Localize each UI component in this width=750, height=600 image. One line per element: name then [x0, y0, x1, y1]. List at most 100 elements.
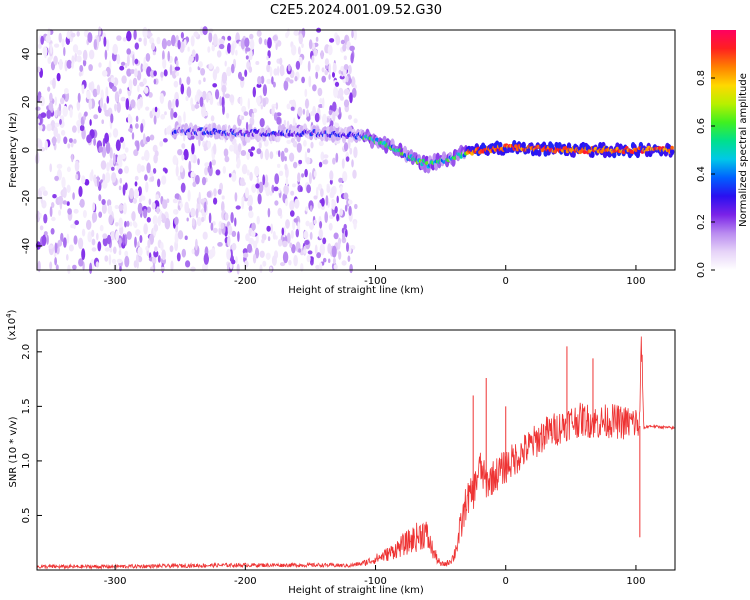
spectrogram-noise-mark: [224, 155, 230, 163]
spectrogram-noise-mark: [278, 150, 281, 158]
spectrogram-noise-mark: [56, 163, 63, 169]
spectrogram-noise-mark: [307, 60, 311, 72]
spectrogram-noise-mark: [266, 225, 271, 232]
spectrogram-noise-mark: [289, 152, 295, 162]
spectrogram-noise-mark: [105, 172, 111, 183]
spectrogram-noise-mark: [89, 119, 92, 126]
spectrogram-noise-mark: [340, 39, 345, 45]
spectrogram-noise-mark: [345, 156, 350, 162]
spectrogram-noise-mark: [120, 61, 126, 66]
spectrogram-noise-mark: [240, 38, 246, 50]
spectrogram-noise-mark: [328, 258, 331, 264]
spectrogram-noise-mark: [134, 236, 137, 248]
spectrogram-noise-mark: [293, 254, 298, 267]
spectrogram-ytick-label: -40: [21, 238, 32, 254]
spectrogram-noise-mark: [74, 160, 80, 172]
spectrogram-noise-mark: [124, 182, 128, 191]
spectrogram-noise-mark: [201, 176, 207, 186]
spectrogram-noise-mark: [332, 71, 335, 78]
spectrogram-noise-mark: [103, 36, 107, 47]
spectrogram-noise-mark: [260, 75, 265, 85]
spectrogram-noise-mark: [142, 26, 148, 39]
spectrogram-noise-mark: [248, 205, 253, 212]
spectrogram-noise-mark: [101, 180, 108, 189]
spectrogram-noise-mark: [153, 70, 157, 77]
spectrogram-noise-mark: [211, 159, 216, 166]
spectrogram-noise-mark: [309, 222, 314, 230]
snr-frame: [36, 329, 676, 571]
spectrogram-noise-mark: [108, 132, 112, 138]
spectrogram-noise-mark: [132, 77, 138, 87]
spectrogram-noise-mark: [256, 30, 262, 37]
spectrogram-noise-mark: [118, 185, 122, 191]
spectrogram-noise-mark: [124, 63, 128, 68]
spectrogram-noise-mark: [270, 223, 274, 234]
spectrogram-noise-mark: [212, 221, 216, 226]
spectrogram-noise-mark: [183, 111, 186, 123]
spectrogram-noise-mark: [52, 194, 57, 199]
spectrogram-noise-mark: [331, 199, 337, 210]
spectrogram-noise-mark: [243, 252, 249, 258]
spectrogram-noise-mark: [235, 49, 238, 56]
spectrogram-noise-mark: [231, 172, 237, 182]
spectrogram-noise-mark: [252, 86, 256, 98]
spectrogram-noise-mark: [229, 94, 235, 103]
spectrogram-noise-mark: [86, 134, 92, 144]
spectrogram-noise-mark: [345, 75, 349, 83]
spectrogram-noise-mark: [49, 163, 52, 173]
snr-xtick-label: 0: [503, 576, 509, 587]
spectrogram-noise-mark: [198, 191, 201, 204]
spectrogram-noise-mark: [226, 66, 232, 77]
spectrogram-noise-mark: [164, 217, 171, 230]
spectrogram-noise-mark: [320, 188, 324, 198]
spectrogram-noise-mark: [212, 227, 218, 234]
spectrogram-noise-mark: [264, 148, 270, 161]
spectrogram-noise-mark: [176, 60, 179, 67]
spectrogram-ytick-label: 0: [21, 147, 32, 153]
spectrogram-noise-mark: [126, 231, 132, 240]
spectrogram-noise-mark: [58, 209, 62, 216]
spectrogram-noise-mark: [322, 237, 327, 245]
spectrogram-noise-mark: [62, 200, 68, 205]
spectrogram-noise-mark: [279, 57, 283, 65]
spectrogram-noise-mark: [50, 43, 53, 55]
spectrogram-noise-mark: [76, 100, 81, 112]
spectrogram-noise-mark: [277, 207, 283, 217]
spectrogram-noise-mark: [93, 114, 99, 120]
spectrogram-noise-mark: [351, 159, 354, 168]
spectrogram-noise-mark: [272, 230, 276, 240]
spectrogram-noise-mark: [195, 238, 198, 251]
snr-multiplier: (x104): [5, 309, 18, 340]
spectrogram-noise-mark: [139, 197, 142, 203]
spectrogram-noise-mark: [290, 106, 295, 111]
spectrogram-noise-mark: [54, 242, 58, 254]
spectrogram-noise-mark: [307, 148, 311, 153]
spectrogram-ridge-core: [670, 145, 674, 150]
colorbar-tick-label: 0.6: [696, 118, 707, 134]
spectrogram-noise-mark: [231, 259, 236, 265]
spectrogram-noise-mark: [151, 42, 155, 51]
spectrogram-noise-mark: [104, 132, 109, 144]
spectrogram-noise-mark: [265, 252, 271, 260]
spectrogram-noise-mark: [133, 260, 137, 268]
spectrogram-noise-mark: [198, 61, 203, 68]
spectrogram-noise-mark: [274, 173, 280, 185]
spectrogram-noise-mark: [319, 243, 325, 256]
spectrogram-noise-mark: [276, 116, 282, 125]
spectrogram-noise-mark: [187, 46, 190, 52]
spectrogram-noise-mark: [91, 247, 97, 252]
spectrogram-noise-mark: [118, 237, 122, 248]
spectrogram-noise-mark: [124, 165, 129, 174]
spectrogram-noise-mark: [112, 43, 118, 55]
spectrogram-noise-mark: [73, 208, 79, 214]
spectrogram-noise-mark: [102, 237, 108, 247]
spectrogram-noise-mark: [174, 66, 181, 71]
spectrogram-noise-mark: [324, 64, 329, 70]
spectrogram-noise-mark: [163, 69, 168, 77]
spectrogram-noise-mark: [213, 197, 218, 205]
spectrogram-noise-mark: [318, 262, 323, 271]
snr-ytick-label: 0.5: [21, 508, 32, 524]
spectrogram-noise-mark: [58, 195, 64, 205]
spectrogram-noise-mark: [293, 161, 298, 169]
spectrogram-noise-mark: [332, 157, 336, 165]
